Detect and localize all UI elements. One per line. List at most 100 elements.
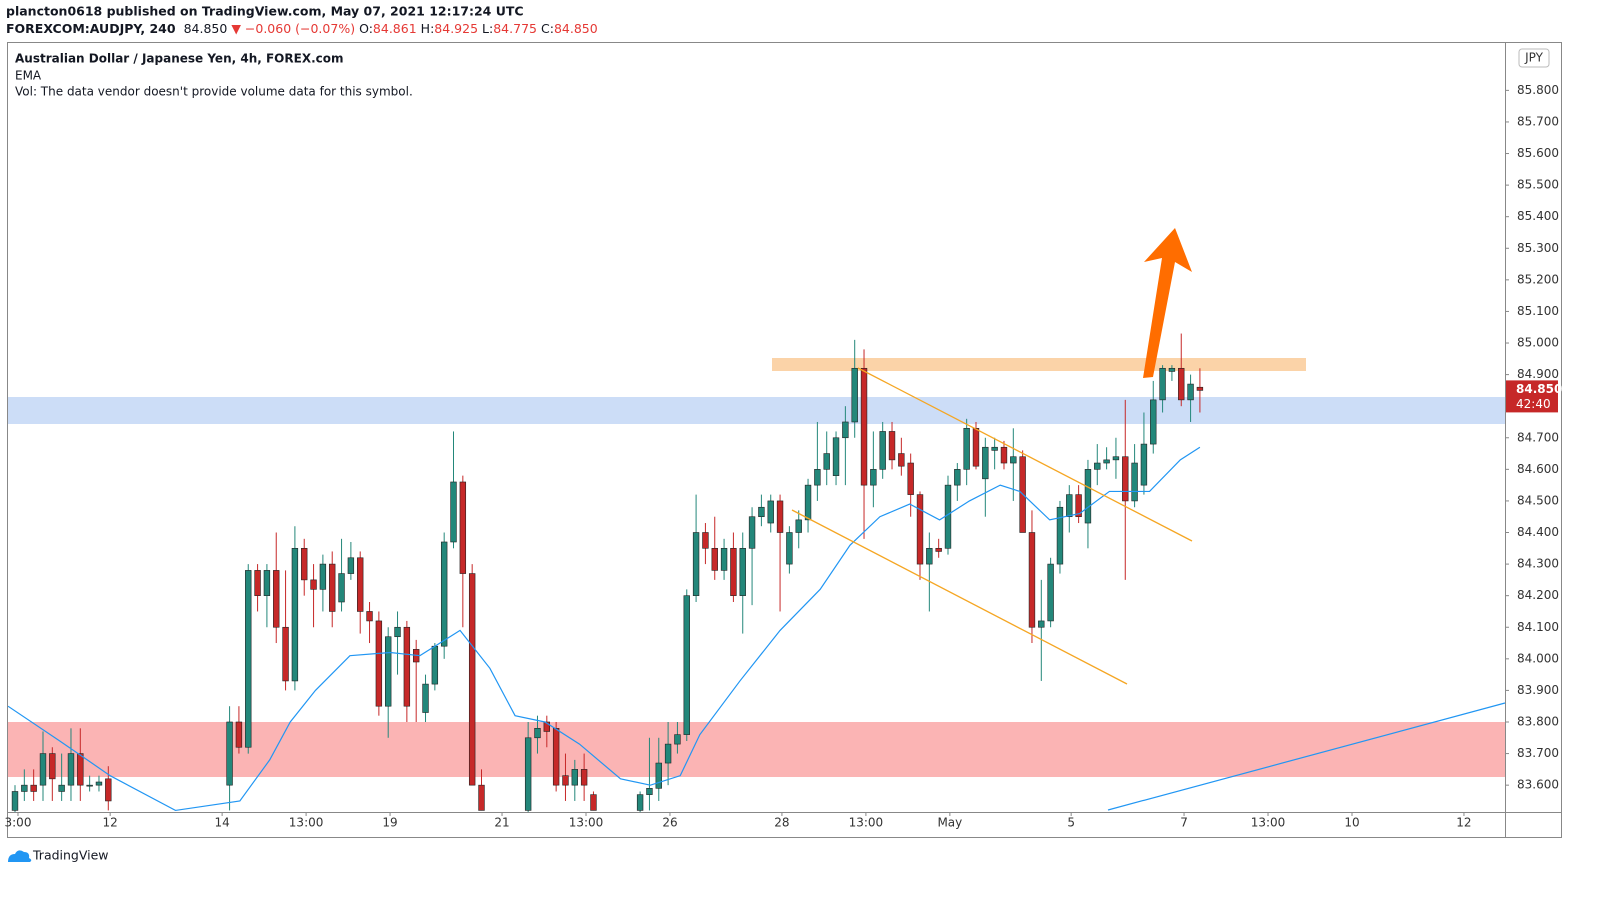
candle-body (646, 788, 653, 795)
currency-box (1518, 48, 1550, 68)
candle-body (1000, 446, 1008, 464)
candle-body (1178, 367, 1185, 401)
y-tick-label: 85.600 (1517, 146, 1559, 160)
candle-body (702, 532, 709, 549)
candle-body (879, 431, 886, 470)
y-tick-label: 85.700 (1517, 114, 1559, 128)
y-tick-label: 85.100 (1517, 304, 1559, 318)
y-tick-label: 85.500 (1517, 178, 1559, 192)
candle-body (711, 547, 718, 571)
candle-body (105, 778, 112, 802)
candle-body (907, 462, 914, 495)
candle-body (590, 794, 597, 811)
y-tick-label: 84.600 (1517, 462, 1559, 476)
resistance-zone (772, 358, 1306, 371)
candle-body (338, 573, 345, 603)
candle-body (1094, 462, 1101, 470)
candle-body (282, 626, 289, 682)
x-tick-label: 28 (774, 816, 789, 830)
candle-body (347, 557, 355, 574)
x-tick-label: 13:00 (1251, 816, 1286, 830)
candle-body (291, 547, 299, 682)
candle-body (1084, 469, 1092, 524)
trend-line (1107, 702, 1506, 811)
candle-body (720, 547, 728, 571)
change: ▼ −0.060 (−0.07%) (231, 21, 355, 36)
price-tag-countdown: 42:40 (1516, 397, 1551, 411)
candle-body (385, 636, 392, 707)
demand-zone (8, 722, 1505, 777)
candle-body (982, 446, 989, 480)
symbol: FOREXCOM:AUDJPY, 240 (6, 21, 176, 36)
y-tick-label: 85.300 (1517, 241, 1559, 255)
candle-body (1150, 399, 1157, 445)
candle-body (552, 728, 560, 786)
ohlc-value: 84.925 (434, 21, 478, 36)
candle-body (1047, 563, 1054, 622)
y-tick-label: 85.800 (1517, 83, 1559, 97)
y-tick-label: 85.200 (1517, 272, 1559, 286)
candle-body (263, 570, 271, 596)
legend-volume: Vol: The data vendor doesn't provide vol… (15, 85, 413, 99)
candle-body (748, 516, 756, 549)
candle-body (580, 769, 588, 786)
price-tag-label: 84.850 (1516, 382, 1562, 396)
y-tick-label: 83.600 (1517, 778, 1559, 792)
candle-body (450, 481, 457, 543)
candle-body (95, 781, 103, 786)
y-tick-label: 84.300 (1517, 557, 1559, 571)
candle-body (1056, 506, 1064, 565)
candle-body (235, 721, 243, 748)
candle-body (786, 532, 793, 565)
x-tick-label: 13:00 (569, 816, 604, 830)
candle-body (674, 734, 681, 745)
last: 84.850 (184, 21, 228, 36)
support-zone (8, 397, 1505, 424)
candle-body (301, 547, 308, 581)
channel-line (857, 367, 1193, 542)
candle-body (860, 367, 868, 486)
candle-body (422, 683, 429, 713)
candle-body (310, 579, 317, 590)
x-tick-label: 21 (494, 816, 509, 830)
candle-body (478, 784, 485, 811)
candle-body (758, 506, 765, 518)
ohlc-label: L: (482, 21, 493, 36)
legend-title: Australian Dollar / Japanese Yen, 4h, FO… (15, 52, 344, 66)
candle-body (832, 437, 840, 476)
candle-body (1103, 459, 1110, 464)
candle-body (1140, 443, 1148, 486)
candle-body (329, 563, 336, 612)
y-tick-label: 84.100 (1517, 620, 1559, 634)
candle-body (67, 753, 75, 786)
candle-body (254, 570, 261, 596)
candle-body (86, 784, 93, 787)
ema-line (8, 446, 1201, 812)
ohlc-value: 84.850 (554, 21, 598, 36)
legend-ema: EMA (15, 69, 42, 83)
x-tick-label: 3:00 (5, 816, 32, 830)
candle-body (776, 500, 784, 533)
candle-body (1131, 462, 1138, 502)
logo (8, 850, 32, 862)
candle-body (972, 427, 980, 467)
y-tick-label: 84.700 (1517, 430, 1559, 444)
candle-body (1168, 367, 1176, 372)
candle-body (394, 626, 401, 638)
candle-body (888, 431, 896, 461)
candle-body (851, 367, 858, 423)
candle-body (1038, 620, 1045, 628)
candle-body (39, 753, 47, 786)
candle-body (440, 541, 448, 647)
candle-body (77, 753, 84, 786)
candle-body (683, 595, 690, 735)
candle-body (375, 620, 383, 707)
candle-body (58, 784, 65, 792)
candle-body (534, 728, 541, 739)
y-tick-label: 84.500 (1517, 493, 1559, 507)
candle-body (870, 469, 877, 486)
frame (7, 42, 1562, 838)
currency: JPY (1524, 51, 1544, 65)
candle-body (30, 784, 37, 792)
